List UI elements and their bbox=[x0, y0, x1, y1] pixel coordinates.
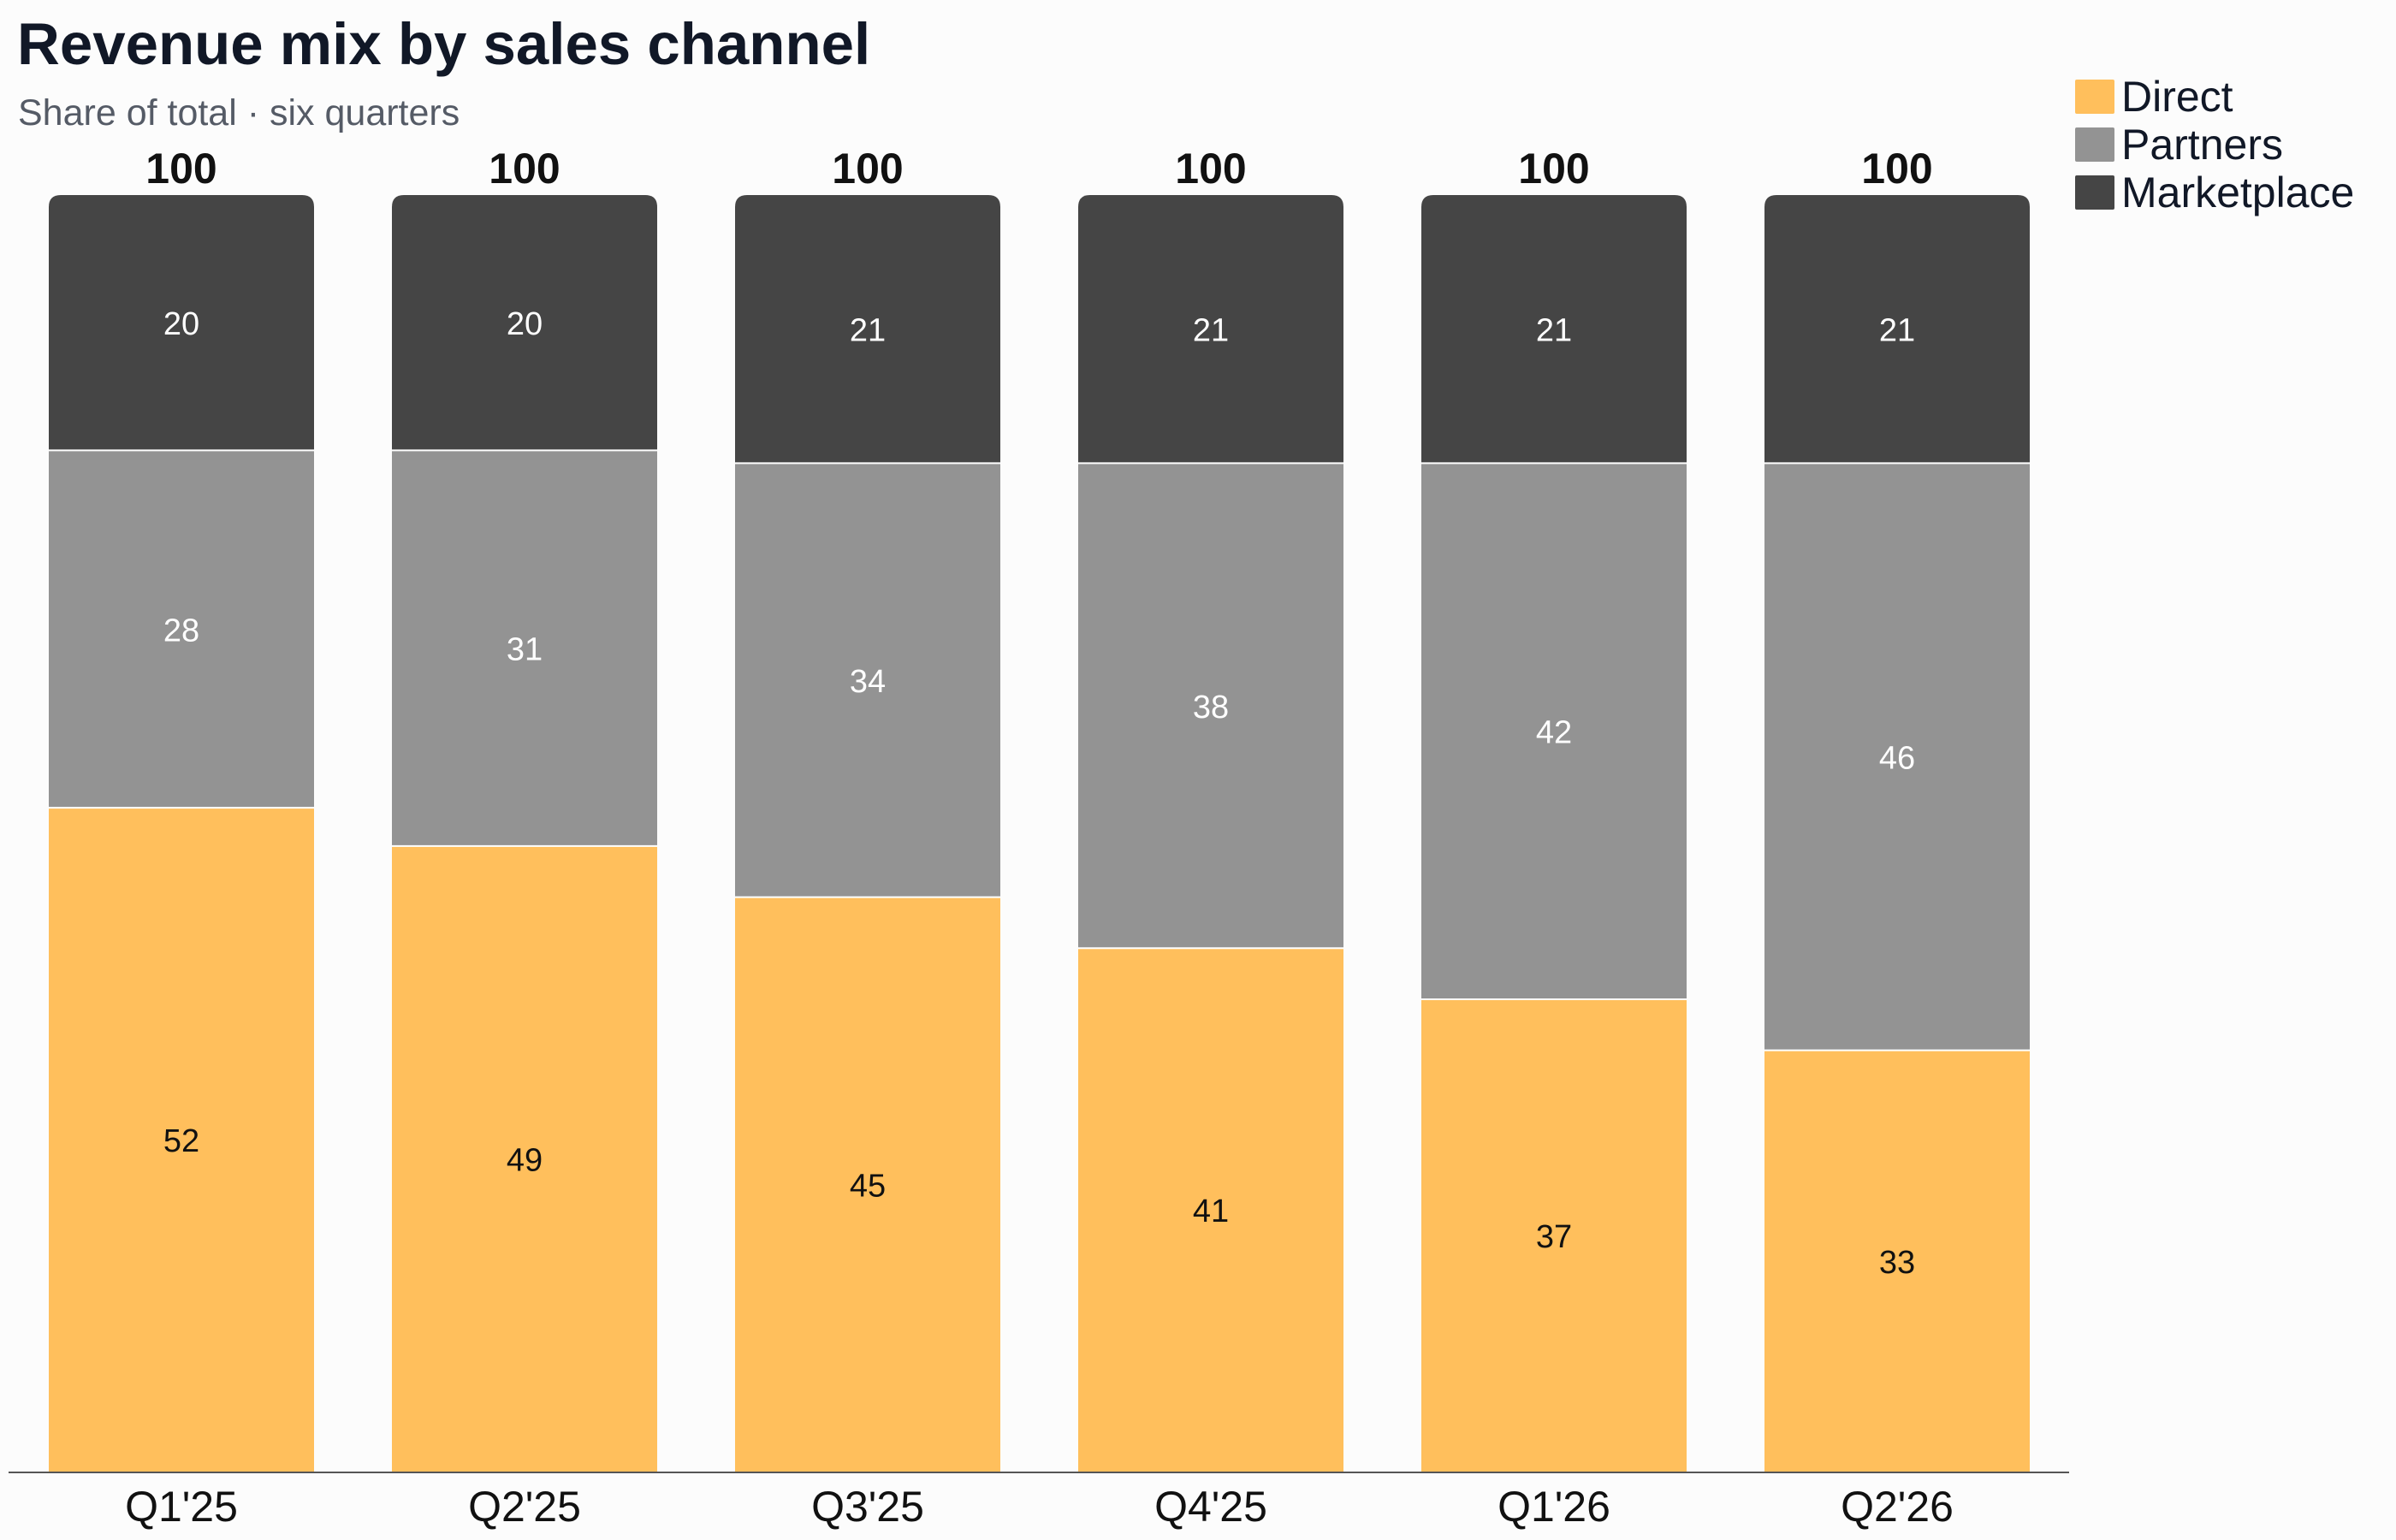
bar-partners-q1-25 bbox=[49, 450, 314, 808]
data-label-partners-q2-25: 31 bbox=[507, 632, 543, 668]
bar-direct-q2-26 bbox=[1764, 1050, 2030, 1472]
bar-group-q1-25: 52 28 20 100 Q1'25 bbox=[49, 145, 314, 1531]
chart-subtitle: Share of total · six quarters bbox=[18, 92, 460, 133]
total-label-q1-25: 100 bbox=[145, 145, 216, 192]
bar-direct-q4-25 bbox=[1078, 948, 1343, 1472]
chart-title: Revenue mix by sales channel bbox=[17, 11, 871, 77]
x-tick-label-q2-25: Q2'25 bbox=[468, 1483, 581, 1531]
data-label-marketplace-q1-26: 21 bbox=[1536, 313, 1572, 349]
bar-direct-q1-25 bbox=[49, 808, 314, 1472]
total-label-q4-25: 100 bbox=[1175, 145, 1246, 192]
x-tick-label-q4-25: Q4'25 bbox=[1154, 1483, 1267, 1531]
legend-swatch-marketplace bbox=[2075, 175, 2114, 210]
bar-group-q2-26: 33 46 21 100 Q2'26 bbox=[1764, 145, 2030, 1531]
data-label-partners-q2-26: 46 bbox=[1879, 740, 1915, 776]
legend-label-marketplace: Marketplace bbox=[2121, 169, 2355, 216]
legend: Direct Partners Marketplace bbox=[2075, 75, 2354, 214]
bar-partners-q2-26 bbox=[1764, 463, 2030, 1051]
bar-partners-q2-25 bbox=[392, 450, 657, 846]
data-label-direct-q2-26: 33 bbox=[1879, 1245, 1915, 1281]
data-label-marketplace-q4-25: 21 bbox=[1193, 313, 1229, 349]
bar-group-q2-25: 49 31 20 100 Q2'25 bbox=[392, 145, 657, 1531]
data-label-partners-q4-25: 38 bbox=[1193, 690, 1229, 726]
bar-partners-q4-25 bbox=[1078, 463, 1343, 949]
data-label-marketplace-q3-25: 21 bbox=[850, 313, 886, 349]
data-label-marketplace-q2-26: 21 bbox=[1879, 313, 1915, 349]
data-label-direct-q3-25: 45 bbox=[850, 1168, 886, 1204]
legend-swatch-partners bbox=[2075, 127, 2114, 162]
data-label-direct-q2-25: 49 bbox=[507, 1142, 543, 1178]
data-label-partners-q1-26: 42 bbox=[1536, 715, 1572, 751]
x-tick-label-q2-26: Q2'26 bbox=[1841, 1483, 1954, 1531]
bar-marketplace-q1-25 bbox=[49, 195, 314, 451]
legend-item-direct: Direct bbox=[2075, 75, 2354, 118]
total-label-q2-26: 100 bbox=[1861, 145, 1932, 192]
bar-marketplace-q1-26 bbox=[1421, 195, 1687, 464]
legend-label-direct: Direct bbox=[2121, 73, 2233, 121]
total-label-q3-25: 100 bbox=[832, 145, 903, 192]
data-label-partners-q1-25: 28 bbox=[163, 613, 199, 649]
bar-direct-q3-25 bbox=[735, 897, 1000, 1472]
total-label-q2-25: 100 bbox=[489, 145, 560, 192]
bar-partners-q3-25 bbox=[735, 463, 1000, 897]
data-label-partners-q3-25: 34 bbox=[850, 664, 886, 700]
legend-item-partners: Partners bbox=[2075, 123, 2354, 166]
data-label-direct-q1-25: 52 bbox=[163, 1123, 199, 1159]
legend-swatch-direct bbox=[2075, 80, 2114, 114]
bar-marketplace-q2-26 bbox=[1764, 195, 2030, 464]
legend-item-marketplace: Marketplace bbox=[2075, 171, 2354, 214]
bar-direct-q1-26 bbox=[1421, 998, 1687, 1472]
bar-partners-q1-26 bbox=[1421, 463, 1687, 999]
total-label-q1-26: 100 bbox=[1518, 145, 1589, 192]
bar-group-q3-25: 45 34 21 100 Q3'25 bbox=[735, 145, 1000, 1531]
bar-marketplace-q2-25 bbox=[392, 195, 657, 451]
legend-label-partners: Partners bbox=[2121, 121, 2283, 169]
data-label-marketplace-q2-25: 20 bbox=[507, 306, 543, 342]
x-tick-label-q3-25: Q3'25 bbox=[811, 1483, 924, 1531]
x-tick-label-q1-26: Q1'26 bbox=[1498, 1483, 1610, 1531]
bar-marketplace-q4-25 bbox=[1078, 195, 1343, 464]
bar-group-q4-25: 41 38 21 100 Q4'25 bbox=[1078, 145, 1343, 1531]
bar-marketplace-q3-25 bbox=[735, 195, 1000, 464]
bar-direct-q2-25 bbox=[392, 845, 657, 1472]
bar-group-q1-26: 37 42 21 100 Q1'26 bbox=[1421, 145, 1687, 1531]
x-tick-label-q1-25: Q1'25 bbox=[125, 1483, 238, 1531]
data-label-direct-q4-25: 41 bbox=[1193, 1194, 1229, 1229]
data-label-direct-q1-26: 37 bbox=[1536, 1219, 1572, 1255]
data-label-marketplace-q1-25: 20 bbox=[163, 306, 199, 342]
